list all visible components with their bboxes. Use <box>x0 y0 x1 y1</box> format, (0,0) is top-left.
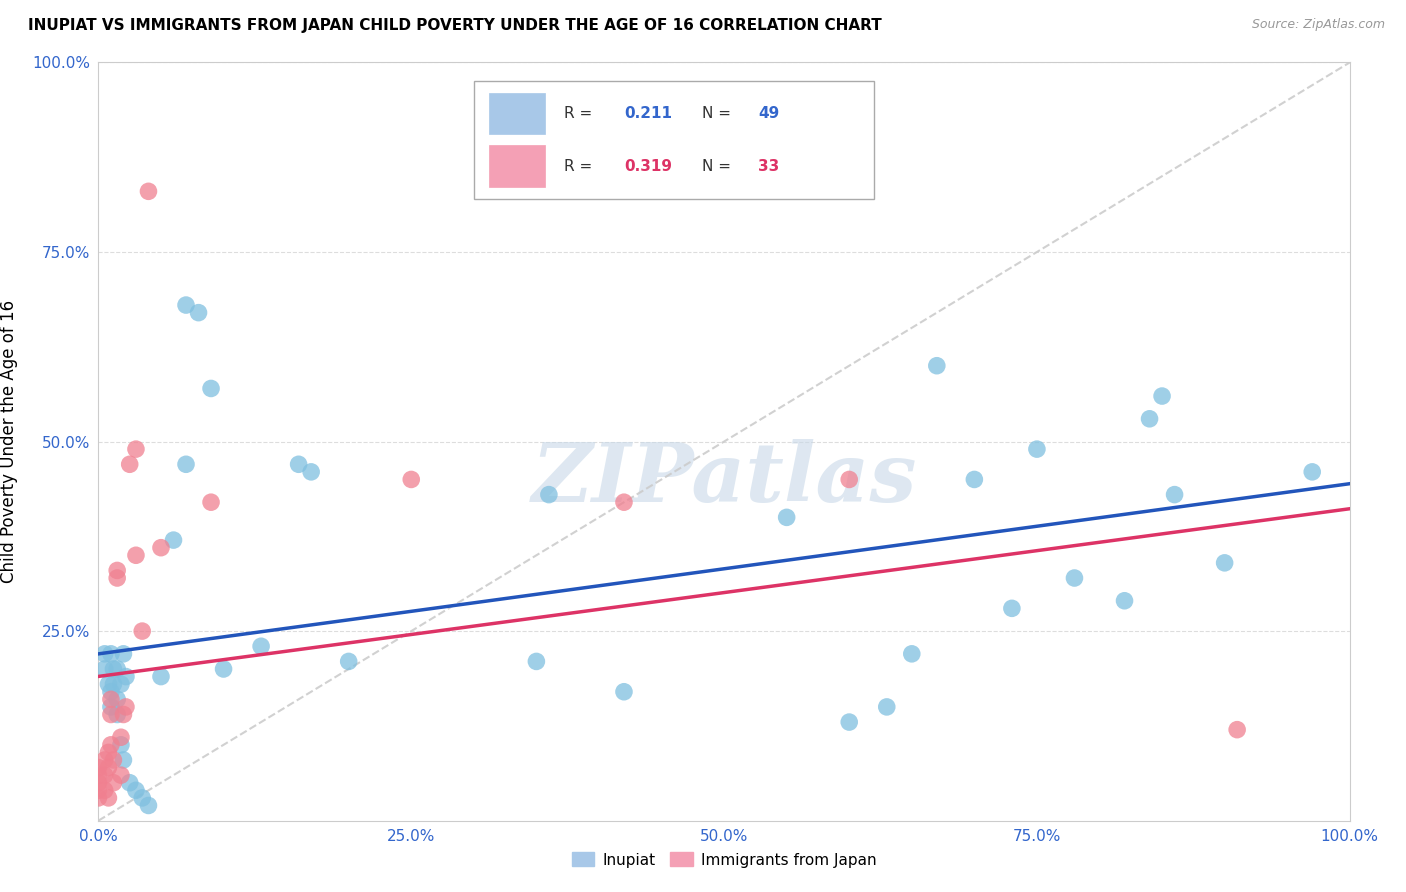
Point <box>287 458 309 472</box>
Point <box>138 184 160 198</box>
Text: 0.319: 0.319 <box>624 159 672 174</box>
Text: N =: N = <box>702 105 735 120</box>
Point <box>105 662 128 676</box>
FancyBboxPatch shape <box>474 81 875 199</box>
Point <box>93 783 115 797</box>
Point <box>1001 601 1024 615</box>
Point <box>524 655 547 669</box>
Point <box>174 458 197 472</box>
Point <box>112 753 135 767</box>
Point <box>613 685 636 699</box>
Point <box>110 738 132 752</box>
Point <box>87 783 110 797</box>
Text: INUPIAT VS IMMIGRANTS FROM JAPAN CHILD POVERTY UNDER THE AGE OF 16 CORRELATION C: INUPIAT VS IMMIGRANTS FROM JAPAN CHILD P… <box>28 18 882 33</box>
Point <box>100 692 122 706</box>
Point <box>1026 442 1049 457</box>
Point <box>115 699 138 714</box>
Point <box>97 746 120 760</box>
Point <box>337 655 360 669</box>
Point <box>838 473 860 487</box>
Point <box>537 487 560 501</box>
Point <box>838 715 860 730</box>
Point <box>187 305 209 319</box>
Text: R =: R = <box>564 159 598 174</box>
Point <box>613 495 636 509</box>
Point <box>250 639 273 653</box>
Point <box>1213 556 1236 570</box>
Point <box>118 776 141 790</box>
Point <box>401 473 423 487</box>
Point <box>131 791 153 805</box>
Point <box>105 571 128 585</box>
FancyBboxPatch shape <box>489 145 546 187</box>
Point <box>1301 465 1323 479</box>
Point <box>100 685 122 699</box>
Point <box>87 768 110 782</box>
Point <box>87 776 110 790</box>
Text: 33: 33 <box>758 159 779 174</box>
Point <box>1226 723 1249 737</box>
Legend: Inupiat, Immigrants from Japan: Inupiat, Immigrants from Japan <box>565 847 883 873</box>
Point <box>103 677 125 691</box>
Point <box>1150 389 1173 403</box>
Point <box>925 359 948 373</box>
Text: 49: 49 <box>758 105 779 120</box>
Point <box>138 798 160 813</box>
Point <box>93 768 115 782</box>
Text: 0.211: 0.211 <box>624 105 672 120</box>
Point <box>112 647 135 661</box>
Point <box>876 699 898 714</box>
Point <box>105 564 128 578</box>
Point <box>125 548 148 563</box>
Point <box>118 458 141 472</box>
Point <box>125 783 148 797</box>
Text: N =: N = <box>702 159 735 174</box>
Point <box>112 707 135 722</box>
Text: R =: R = <box>564 105 598 120</box>
Point <box>162 533 184 548</box>
Point <box>100 707 122 722</box>
Point <box>776 510 799 524</box>
Point <box>110 768 132 782</box>
Point <box>174 298 197 312</box>
Point <box>200 382 222 396</box>
Point <box>212 662 235 676</box>
Point <box>103 753 125 767</box>
Point <box>97 791 120 805</box>
Point <box>1139 412 1161 426</box>
Point <box>900 647 922 661</box>
Point <box>87 760 110 774</box>
Point <box>1163 487 1185 501</box>
Point <box>105 707 128 722</box>
Point <box>93 753 115 767</box>
Point <box>131 624 153 639</box>
Point <box>97 760 120 774</box>
Point <box>100 647 122 661</box>
Point <box>110 730 132 744</box>
Point <box>97 677 120 691</box>
Point <box>963 473 986 487</box>
Point <box>105 692 128 706</box>
Point <box>103 662 125 676</box>
Point <box>299 465 322 479</box>
Point <box>1114 594 1136 608</box>
Point <box>1063 571 1085 585</box>
Point <box>100 738 122 752</box>
Point <box>150 669 173 683</box>
Point <box>110 677 132 691</box>
Point <box>100 699 122 714</box>
Point <box>125 442 148 457</box>
Y-axis label: Child Poverty Under the Age of 16: Child Poverty Under the Age of 16 <box>0 300 18 583</box>
Point <box>115 669 138 683</box>
Point <box>200 495 222 509</box>
Point <box>93 662 115 676</box>
Text: Source: ZipAtlas.com: Source: ZipAtlas.com <box>1251 18 1385 31</box>
Point <box>87 791 110 805</box>
Point <box>103 776 125 790</box>
Point <box>150 541 173 555</box>
Text: ZIPatlas: ZIPatlas <box>531 440 917 519</box>
Point <box>93 647 115 661</box>
FancyBboxPatch shape <box>489 93 546 135</box>
